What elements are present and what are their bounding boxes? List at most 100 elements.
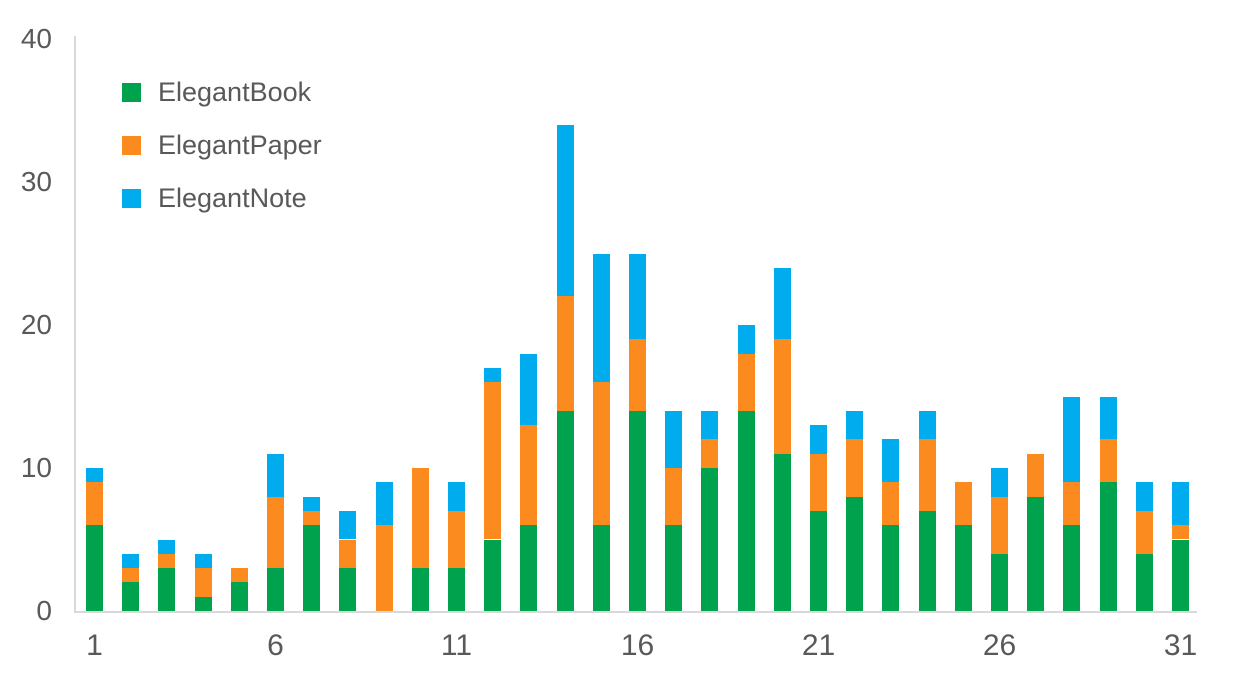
bar-segment-elegantnote-day-11 [448,482,465,511]
bar-segment-elegantpaper-day-27 [1027,453,1045,497]
legend-item-elegantbook: ElegantBook [122,79,322,106]
bar-segment-elegantbook-day-5 [230,582,248,611]
legend-swatch-elegantbook [122,83,141,102]
bar-segment-elegantbook-day-21 [810,510,827,611]
y-tick-label-40: 40 [20,23,52,54]
bar-segment-elegantpaper-day-4 [194,568,212,597]
bar-segment-elegantbook-day-24 [918,510,936,611]
bar-segment-elegantnote-day-23 [882,439,900,483]
bar-segment-elegantnote-day-18 [701,410,719,440]
bar-segment-elegantnote-day-15 [592,253,610,383]
legend-label: ElegantNote [158,183,307,213]
bar-segment-elegantnote-day-9 [375,482,393,526]
bar-segment-elegantbook-day-1 [86,525,103,611]
bar-segment-elegantpaper-day-7 [303,510,321,526]
bar-segment-elegantbook-day-16 [629,410,646,611]
bar-segment-elegantpaper-day-28 [1063,482,1081,526]
bar-segment-elegantbook-day-11 [448,568,465,611]
bar-segment-elegantnote-day-31 [1172,482,1189,526]
y-tick-label-30: 30 [20,166,52,197]
bar-segment-elegantpaper-day-31 [1172,525,1189,540]
bar-segment-elegantnote-day-12 [484,367,502,383]
bar-segment-elegantbook-day-25 [954,525,972,611]
legend: ElegantBook ElegantPaper ElegantNote [122,79,322,242]
bar-segment-elegantpaper-day-14 [556,296,574,411]
bar-segment-elegantnote-day-4 [194,553,212,569]
bar-segment-elegantbook-day-14 [556,410,574,611]
bar-segment-elegantnote-day-28 [1063,396,1081,483]
bar-segment-elegantpaper-day-6 [267,496,284,569]
bar-segment-elegantpaper-day-1 [86,482,103,526]
bar-segment-elegantpaper-day-19 [737,353,755,411]
bar-segment-elegantbook-day-20 [773,453,791,611]
bar-segment-elegantpaper-day-17 [665,468,683,526]
bar-segment-elegantpaper-day-26 [991,496,1008,554]
bar-segment-elegantnote-day-22 [846,410,864,440]
bar-segment-elegantpaper-day-3 [158,553,176,569]
bar-segment-elegantnote-day-19 [737,325,755,354]
bar-segment-elegantbook-day-19 [737,410,755,611]
bar-segment-elegantbook-day-8 [339,568,357,611]
bar-segment-elegantnote-day-8 [339,510,357,540]
bar-segment-elegantbook-day-27 [1027,496,1045,611]
bar-segment-elegantbook-day-15 [592,525,610,611]
bar-segment-elegantpaper-day-24 [918,439,936,511]
bar-segment-elegantpaper-day-18 [701,439,719,468]
bar-segment-elegantbook-day-18 [701,468,719,611]
bar-segment-elegantpaper-day-5 [230,568,248,583]
bar-segment-elegantpaper-day-20 [773,339,791,454]
bar-segment-elegantnote-day-20 [773,267,791,340]
bar-segment-elegantbook-day-10 [411,568,429,611]
legend-label: ElegantBook [158,77,312,107]
y-tick-label-20: 20 [20,309,52,340]
x-tick-label-6: 6 [267,629,284,662]
x-tick-label-16: 16 [620,629,655,662]
bar-segment-elegantbook-day-26 [991,553,1008,611]
bar-segment-elegantpaper-day-13 [520,425,538,526]
bar-segment-elegantnote-day-24 [918,410,936,440]
y-tick-label-0: 0 [36,595,52,626]
bar-segment-elegantnote-day-16 [629,253,646,340]
bar-segment-elegantbook-day-13 [520,525,538,611]
bar-segment-elegantpaper-day-11 [448,510,465,569]
bar-segment-elegantnote-day-14 [556,124,574,297]
bar-segment-elegantnote-day-29 [1099,396,1117,440]
x-tick-label-21: 21 [801,629,836,662]
legend-item-elegantpaper: ElegantPaper [122,132,322,159]
bar-segment-elegantpaper-day-9 [375,525,393,611]
bar-segment-elegantbook-day-12 [484,539,502,611]
x-tick-label-31: 31 [1163,629,1198,662]
bar-segment-elegantbook-day-2 [122,582,140,611]
x-axis-line [74,611,1197,613]
bar-segment-elegantbook-day-7 [303,525,321,611]
bar-segment-elegantnote-day-3 [158,539,176,554]
bar-segment-elegantnote-day-6 [267,453,284,497]
bar-segment-elegantnote-day-1 [86,468,103,483]
bar-segment-elegantbook-day-28 [1063,525,1081,611]
bar-segment-elegantnote-day-26 [991,468,1008,497]
x-tick-label-11: 11 [440,629,473,662]
bar-segment-elegantnote-day-13 [520,353,538,426]
bar-segment-elegantbook-day-23 [882,525,900,611]
bar-segment-elegantpaper-day-8 [339,539,357,569]
bar-segment-elegantpaper-day-25 [954,482,972,526]
bar-segment-elegantpaper-day-29 [1099,439,1117,483]
bar-segment-elegantpaper-day-12 [484,382,502,540]
bar-segment-elegantnote-day-30 [1135,482,1153,511]
bar-segment-elegantpaper-day-16 [629,339,646,411]
legend-item-elegantnote: ElegantNote [122,185,322,212]
bar-segment-elegantnote-day-17 [665,410,683,468]
bar-segment-elegantbook-day-4 [194,596,212,611]
bar-segment-elegantpaper-day-10 [411,468,429,569]
legend-swatch-elegantnote [122,189,141,208]
bar-segment-elegantbook-day-17 [665,525,683,611]
legend-swatch-elegantpaper [122,136,141,155]
x-tick-label-26: 26 [982,629,1017,662]
legend-label: ElegantPaper [158,130,322,160]
bar-segment-elegantpaper-day-2 [122,568,140,583]
bar-segment-elegantnote-day-2 [122,553,140,569]
bar-segment-elegantpaper-day-15 [592,382,610,526]
bar-segment-elegantbook-day-3 [158,568,176,611]
bar-segment-elegantpaper-day-23 [882,482,900,526]
